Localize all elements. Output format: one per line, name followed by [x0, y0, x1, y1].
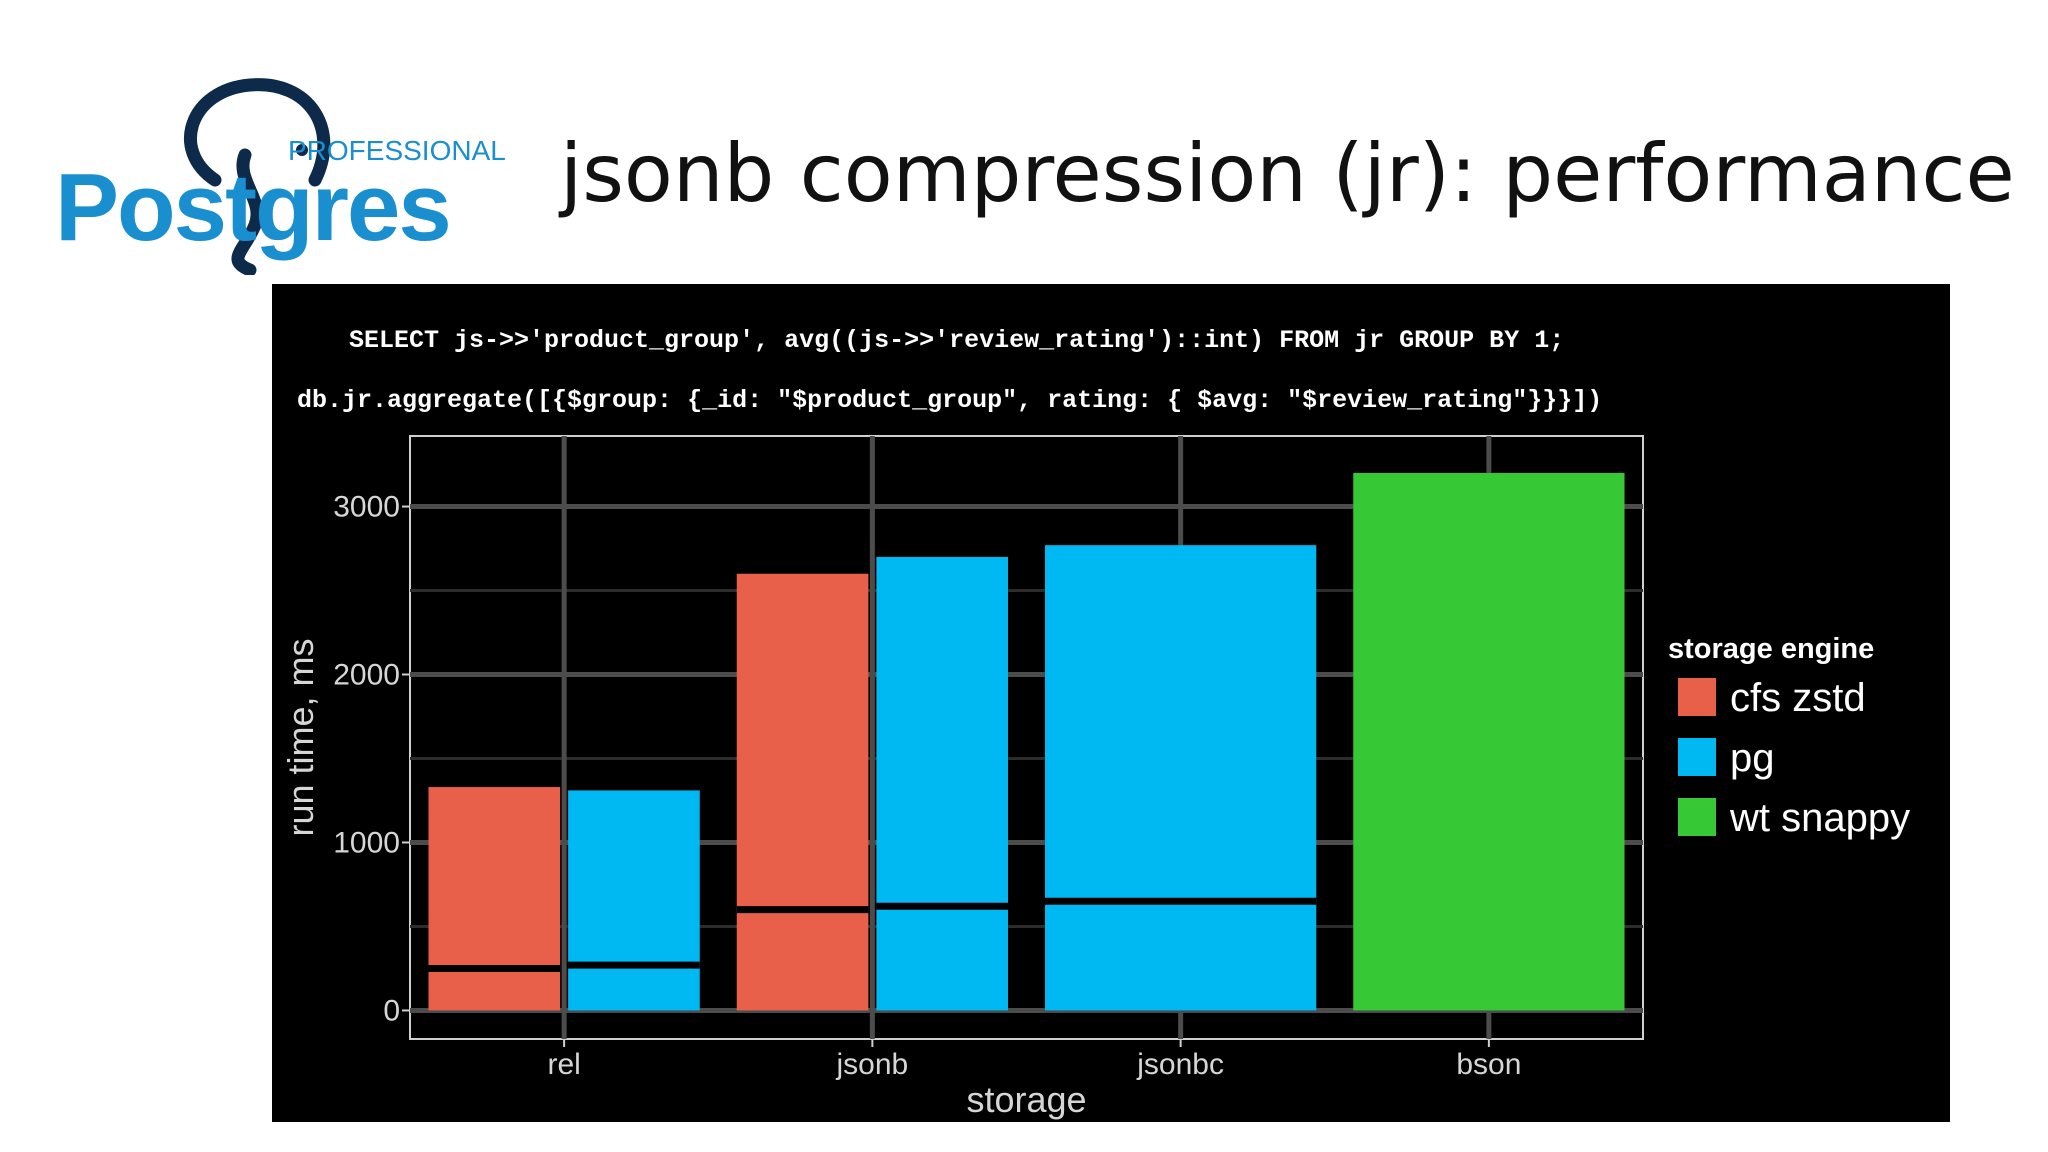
mongo-query-line: db.jr.aggregate([{$group: {_id: "$produc… — [297, 386, 1603, 415]
logo-tag: PROFESSIONAL — [288, 135, 506, 166]
y-tick-label: 0 — [383, 994, 400, 1027]
legend-label: cfs zstd — [1730, 676, 1866, 720]
bar-pg-jsonb — [876, 556, 1009, 1011]
legend-swatch — [1678, 678, 1716, 716]
elephant-eye-icon — [296, 144, 308, 156]
y-tick-label: 1000 — [333, 826, 400, 859]
legend-label: pg — [1730, 736, 1775, 780]
bar-cfs-zstd-jsonb — [736, 573, 869, 1011]
legend-swatch — [1678, 798, 1716, 836]
x-tick-label: jsonbc — [1136, 1048, 1224, 1081]
chart-panel: SELECT js->>'product_group', avg((js->>'… — [272, 284, 1950, 1122]
sql-query-line: SELECT js->>'product_group', avg((js->>'… — [349, 326, 1565, 355]
x-tick-label: jsonb — [836, 1048, 909, 1081]
slide-title: jsonb compression (jr): performance — [560, 127, 2015, 220]
x-tick-label: bson — [1456, 1048, 1521, 1081]
bar-cfs-zstd-rel — [428, 787, 561, 1011]
bar-wt-snappy-bson — [1353, 472, 1625, 1011]
elephant-logo-icon — [184, 78, 331, 275]
bar-chart: 0 1000 2000 3000 rel jsonb jsonbc bson storage ru… — [280, 435, 1910, 1120]
y-axis-title: run time, ms — [280, 638, 321, 836]
x-axis-title: storage — [966, 1079, 1086, 1120]
bar-pg-jsonbc — [1044, 545, 1317, 1011]
legend-swatch — [1678, 738, 1716, 776]
legend-label: wt snappy — [1729, 796, 1910, 840]
postgres-professional-logo: PROFESSIONAL Postgres — [55, 78, 506, 275]
x-tick-label: rel — [547, 1048, 580, 1081]
bar-pg-rel — [568, 790, 700, 1011]
y-tick-label: 2000 — [333, 659, 400, 692]
legend-title: storage engine — [1668, 633, 1874, 665]
y-tick-label: 3000 — [333, 491, 400, 524]
logo-wordmark: Postgres — [55, 154, 450, 261]
